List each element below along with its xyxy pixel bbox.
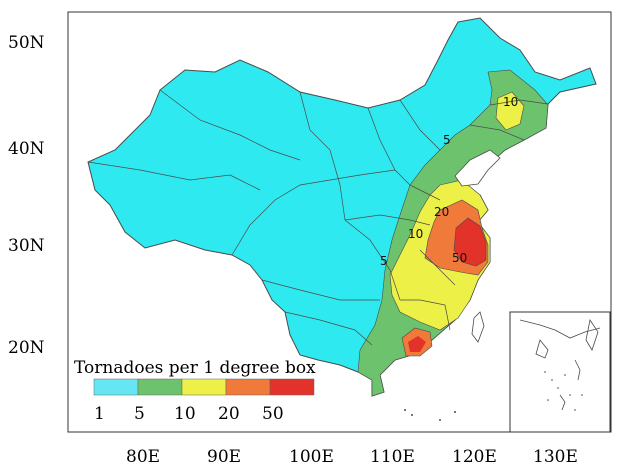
south-china-sea-inset <box>509 311 611 433</box>
contour-label-5-north: 5 <box>443 133 451 147</box>
legend-tick-5: 5 <box>134 404 145 424</box>
legend-tick-20: 20 <box>218 404 240 424</box>
longitude-label-130e: 130E <box>533 447 578 467</box>
legend: Tornadoes per 1 degree box 1 5 10 20 50 <box>74 358 316 424</box>
legend-title: Tornadoes per 1 degree box <box>74 358 316 378</box>
legend-tick-10: 10 <box>174 404 196 424</box>
legend-swatch-10 <box>181 378 227 396</box>
longitude-label-90e: 90E <box>207 447 241 467</box>
legend-swatch-50 <box>269 378 315 396</box>
latitude-label-40n: 40N <box>8 139 45 159</box>
contour-label-10-northeast: 10 <box>503 95 518 109</box>
contour-label-50: 50 <box>452 251 467 265</box>
legend-swatch-20 <box>225 378 271 396</box>
longitude-label-100e: 100E <box>289 447 334 467</box>
province-borders <box>87 89 549 346</box>
legend-tick-50: 50 <box>262 404 284 424</box>
contour-label-5-south: 5 <box>380 254 388 268</box>
taiwan-island <box>471 311 485 343</box>
latitude-label-30n: 30N <box>8 236 45 256</box>
legend-swatch-1 <box>93 378 139 396</box>
latitude-label-50n: 50N <box>8 33 45 53</box>
density-zone-50-plus-south <box>408 336 426 352</box>
inset-coastlines <box>519 318 601 411</box>
longitude-label-120e: 120E <box>452 447 497 467</box>
legend-tick-1: 1 <box>94 404 105 424</box>
contour-label-20: 20 <box>434 205 449 219</box>
small-islands <box>404 409 456 421</box>
inset-islands <box>544 371 583 411</box>
longitude-label-80e: 80E <box>126 447 160 467</box>
latitude-label-20n: 20N <box>8 338 45 358</box>
longitude-label-110e: 110E <box>370 447 415 467</box>
legend-swatch-5 <box>137 378 183 396</box>
bohai-bay <box>454 149 501 187</box>
contour-label-10-central: 10 <box>408 227 423 241</box>
density-zone-10-20-northeast <box>495 91 525 131</box>
density-zone-50-plus <box>453 217 487 267</box>
